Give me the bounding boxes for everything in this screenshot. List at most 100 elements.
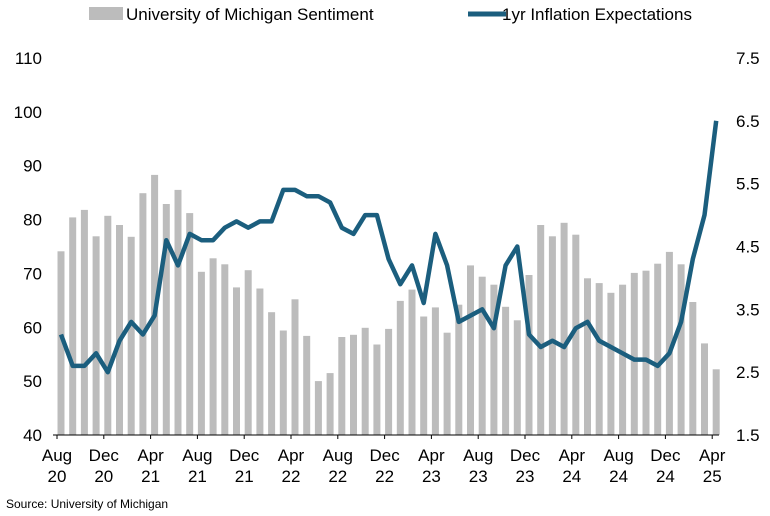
x-tick-label: 21 <box>188 467 207 486</box>
x-tick-label: 20 <box>94 467 113 486</box>
sentiment-bar <box>127 236 135 435</box>
sentiment-bar <box>116 225 123 435</box>
sentiment-bar <box>630 272 638 435</box>
sentiment-bar <box>221 264 229 435</box>
sentiment-bar <box>69 217 77 435</box>
right-axis-tick-label: 7.5 <box>736 49 760 68</box>
sentiment-bar <box>595 283 603 435</box>
sentiment-bar <box>478 276 486 435</box>
x-tick-label: 20 <box>48 467 67 486</box>
sentiment-bar <box>350 334 357 435</box>
left-axis-tick-label: 80 <box>23 211 42 230</box>
sentiment-bar <box>361 327 369 435</box>
sentiment-bar <box>139 193 147 435</box>
left-axis-tick-label: 40 <box>23 426 42 445</box>
sentiment-bar <box>408 289 416 435</box>
sentiment-bar <box>513 320 521 435</box>
sentiment-bar <box>396 300 404 435</box>
sentiment-bar <box>197 271 205 435</box>
x-tick-label: 23 <box>516 467 535 486</box>
left-axis-labels: 40 50 60 70 80 90 100 110 <box>14 49 42 445</box>
right-axis-tick-label: 4.5 <box>736 238 760 257</box>
sentiment-bar <box>712 369 720 435</box>
x-tick-label: 23 <box>422 467 441 486</box>
x-tick-label: Dec <box>650 446 681 465</box>
x-tick-label: 21 <box>235 467 254 486</box>
sentiment-bar <box>256 288 264 435</box>
source-note: Source: University of Michigan <box>6 497 169 511</box>
sentiment-bar <box>548 236 556 435</box>
right-axis-tick-label: 1.5 <box>736 426 760 445</box>
x-tick-label: 22 <box>375 467 394 486</box>
right-axis-labels: 1.5 2.5 3.5 4.5 5.5 6.5 7.5 <box>736 49 760 445</box>
x-tick-label: Aug <box>42 446 72 465</box>
sentiment-bar <box>314 381 322 435</box>
x-tick-label: 21 <box>141 467 160 486</box>
sentiment-bar <box>420 316 428 435</box>
sentiment-bar <box>665 251 673 435</box>
x-tick-label: 24 <box>562 467 581 486</box>
right-axis-tick-label: 5.5 <box>736 175 760 194</box>
x-tick-label: 22 <box>282 467 301 486</box>
sentiment-bar <box>209 258 217 435</box>
sentiment-bar <box>525 275 533 435</box>
sentiment-bar <box>291 299 299 435</box>
sentiment-bar <box>57 251 65 435</box>
sentiment-bar <box>689 302 697 435</box>
x-tick-label: Aug <box>603 446 633 465</box>
x-tick-label: Apr <box>418 446 445 465</box>
legend-label-inflation: 1yr Inflation Expectations <box>502 5 692 24</box>
sentiment-bar <box>326 373 334 435</box>
x-tick-label: Aug <box>323 446 353 465</box>
sentiment-bar <box>490 284 498 435</box>
sentiment-bar <box>455 304 463 435</box>
x-tick-label: Dec <box>229 446 260 465</box>
sentiment-bar <box>162 204 170 435</box>
sentiment-bar <box>467 265 474 435</box>
left-axis-tick-label: 90 <box>23 157 42 176</box>
sentiment-bar <box>642 270 650 435</box>
sentiment-bar <box>373 344 381 435</box>
legend: University of Michigan Sentiment 1yr Inf… <box>89 5 692 24</box>
x-tick-label: Apr <box>278 446 305 465</box>
sentiment-bar <box>338 337 346 435</box>
sentiment-bar <box>654 263 662 435</box>
x-tick-label: Dec <box>89 446 120 465</box>
x-tick-label: Dec <box>369 446 400 465</box>
sentiment-bar <box>572 234 580 435</box>
sentiment-bars <box>57 174 720 435</box>
x-tick-label: 22 <box>328 467 347 486</box>
sentiment-bar <box>607 292 615 435</box>
sentiment-bar <box>385 328 393 435</box>
legend-label-sentiment: University of Michigan Sentiment <box>126 5 374 24</box>
x-tick-label: 25 <box>703 467 722 486</box>
left-axis-tick-label: 70 <box>23 264 42 283</box>
sentiment-bar <box>619 284 627 435</box>
sentiment-bar <box>537 225 545 435</box>
sentiment-bar <box>174 189 182 435</box>
right-axis-tick-label: 3.5 <box>736 300 760 319</box>
x-tick-label: Apr <box>699 446 726 465</box>
x-tick-label: Aug <box>182 446 212 465</box>
x-tick-label: Aug <box>463 446 493 465</box>
left-axis-tick-label: 50 <box>23 372 42 391</box>
x-axis-ticks: Aug 20 Dec 20 Apr 21 Aug 21 Dec 21 Apr 22 Aug 22 Dec 22… <box>42 435 726 486</box>
sentiment-bar <box>104 215 112 435</box>
sentiment-bar <box>80 209 88 435</box>
sentiment-bar <box>584 278 591 435</box>
x-tick-label: Apr <box>559 446 586 465</box>
left-axis-tick-label: 100 <box>14 103 42 122</box>
sentiment-bar <box>268 312 276 435</box>
sentiment-bar <box>502 306 510 435</box>
sentiment-bar <box>303 335 311 435</box>
x-tick-label: 24 <box>656 467 675 486</box>
sentiment-bar <box>244 270 252 435</box>
sentiment-bar <box>279 330 287 435</box>
x-tick-label: 24 <box>609 467 628 486</box>
sentiment-bar <box>677 264 685 435</box>
sentiment-bar <box>560 222 568 435</box>
x-tick-label: Dec <box>510 446 541 465</box>
sentiment-bar <box>701 343 708 435</box>
sentiment-bar <box>443 332 451 435</box>
